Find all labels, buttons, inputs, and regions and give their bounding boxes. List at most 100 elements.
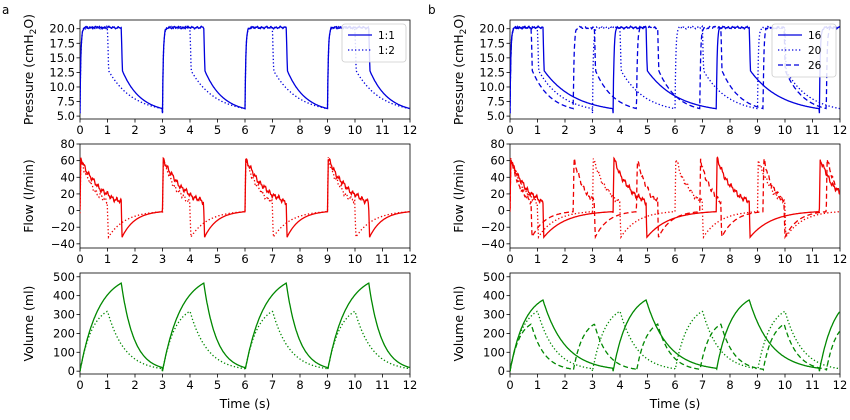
y-tick-label: 0 [68,204,75,218]
y-tick-label: 17.5 [479,36,505,50]
y-tick-label: 60 [60,154,75,168]
x-tick-label: 5 [214,378,221,392]
x-tick-label: 4 [186,378,193,392]
x-tick-label: 7 [269,252,276,266]
x-tick-label: 11 [375,123,390,137]
x-tick-label: 7 [699,123,706,137]
x-tick-label: 4 [186,123,193,137]
x-tick-label: 9 [754,123,761,137]
series-line-0 [510,299,840,372]
x-tick-label: 3 [589,378,596,392]
y-tick-label: 200 [483,326,505,340]
y-tick-label: −20 [51,220,75,234]
x-tick-label: 10 [778,378,793,392]
x-tick-label: 2 [131,378,138,392]
legend: 1:11:2 [341,23,407,63]
y-tick-label: 100 [483,345,505,359]
series-line-1 [510,310,840,372]
x-tick-label: 0 [506,252,513,266]
x-tick-label: 9 [324,123,331,137]
x-tick-label: 10 [348,123,363,137]
x-tick-label: 6 [671,378,678,392]
x-tick-label: 8 [296,123,303,137]
y-tick-label: −20 [481,220,505,234]
x-tick-label: 8 [726,123,733,137]
x-tick-label: 5 [214,123,221,137]
y-tick-label: 10.0 [49,80,75,94]
legend-entry: 1:2 [378,45,395,57]
series-line-0 [80,156,410,238]
x-tick-label: 1 [104,123,111,137]
y-tick-label: 20.0 [49,22,75,36]
x-tick-label: 2 [131,123,138,137]
x-tick-label: 2 [561,123,568,137]
y-tick-label: 40 [60,170,75,184]
x-tick-label: 1 [104,252,111,266]
y-tick-label: 12.5 [479,65,505,79]
y-tick-label: 12.5 [49,65,75,79]
y-tick-label: 60 [490,154,505,168]
x-tick-label: 10 [778,252,793,266]
y-axis-label: Volume (ml) [451,286,466,362]
x-tick-label: 4 [616,123,623,137]
series-line-1 [80,310,410,372]
x-tick-label: 3 [159,252,166,266]
x-tick-label: 8 [296,378,303,392]
legend-box [341,23,407,63]
x-tick-label: 7 [699,378,706,392]
x-tick-label: 1 [534,252,541,266]
y-tick-label: 0 [68,364,75,378]
x-tick-label: 6 [671,252,678,266]
x-tick-label: 7 [269,378,276,392]
y-tick-label: 400 [53,289,75,303]
y-tick-label: 20 [60,187,75,201]
series-line-2 [510,25,840,114]
y-tick-label: −40 [481,237,505,251]
x-axis-label: Time (s) [649,396,701,411]
x-tick-label: 5 [214,252,221,266]
y-tick-label: 100 [53,345,75,359]
x-tick-label: 12 [833,123,848,137]
y-tick-label: 0 [498,204,505,218]
y-tick-label: −40 [51,237,75,251]
y-tick-label: 5.0 [57,109,75,123]
x-tick-label: 10 [348,252,363,266]
x-tick-label: 1 [534,123,541,137]
x-tick-label: 11 [805,378,820,392]
y-tick-label: 20.0 [479,22,505,36]
legend-entry: 20 [808,45,821,57]
x-tick-label: 9 [754,252,761,266]
legend-entry: 26 [808,60,822,72]
y-axis-label: Pressure (cmH2O) [451,14,469,125]
x-tick-label: 1 [534,378,541,392]
x-tick-label: 8 [726,378,733,392]
charts: 5.07.510.012.515.017.520.00 1 2 3 4 5 6 7 8 9 10 11… [21,14,847,411]
x-tick-label: 4 [186,252,193,266]
series-line-2 [510,158,840,240]
x-tick-label: 5 [644,123,651,137]
series-line-1 [80,24,410,114]
y-tick-label: 15.0 [479,51,505,65]
x-tick-label: 4 [616,378,623,392]
x-tick-label: 12 [403,252,418,266]
y-tick-label: 500 [483,270,505,284]
x-tick-label: 0 [76,378,83,392]
x-tick-label: 0 [76,252,83,266]
y-tick-label: 80 [490,137,505,151]
legend-entry: 1:1 [378,30,395,42]
x-tick-label: 10 [348,378,363,392]
y-tick-label: 10.0 [479,80,505,94]
y-tick-label: 300 [483,308,505,322]
y-tick-label: 400 [483,289,505,303]
x-tick-label: 10 [778,123,793,137]
x-tick-label: 1 [104,378,111,392]
legend-entry: 16 [808,30,822,42]
x-tick-label: 7 [269,123,276,137]
x-tick-label: 2 [561,252,568,266]
x-tick-label: 9 [754,378,761,392]
plot-frame [509,143,841,249]
x-tick-label: 6 [671,123,678,137]
